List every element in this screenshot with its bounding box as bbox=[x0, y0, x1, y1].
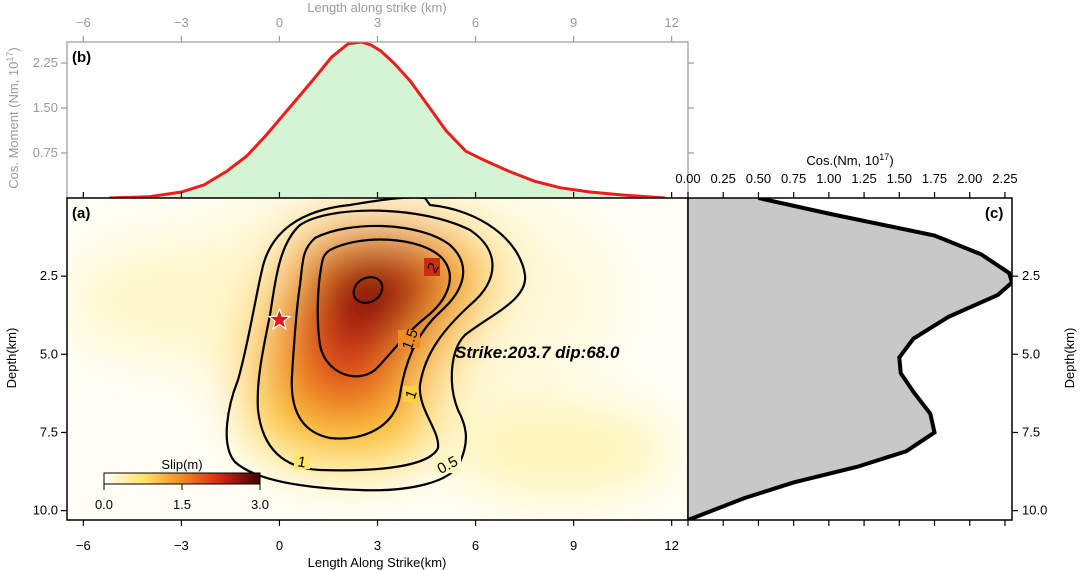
panel-a-x-tick-label: 3 bbox=[374, 538, 381, 553]
depth-moment-fill bbox=[688, 198, 1012, 520]
colorbar-tick-2: 3.0 bbox=[251, 497, 269, 512]
hypocenter-star bbox=[267, 307, 292, 331]
contour-1.5 bbox=[290, 224, 465, 440]
panel-b-x-tick-label: 6 bbox=[472, 15, 479, 30]
panel-c-tag: (c) bbox=[985, 205, 1003, 222]
panel-c-x-tick-label: 1.50 bbox=[887, 171, 912, 186]
panel-c-y-axis: 2.5 5.0 7.5 10.0 bbox=[1012, 268, 1047, 518]
panel-b-y-tick-label: 1.50 bbox=[33, 100, 58, 115]
panel-b-y-tick-label: 0.75 bbox=[33, 145, 58, 160]
panel-a: 2 1.5 1 1 0.5 Strike:203.7 dip:68.0 −6 −3… bbox=[4, 192, 689, 570]
panel-c: 0.00 0.25 0.50 0.75 1.00 1.25 1.50 1.75 2.00 2.25… bbox=[675, 152, 1077, 526]
panel-c-x-tick-label: 2.00 bbox=[957, 171, 982, 186]
panel-a-y-axis: 2.5 5.0 7.5 10.0 bbox=[33, 268, 67, 518]
slip-contours bbox=[225, 198, 527, 492]
panel-c-y-tick-label: 10.0 bbox=[1022, 503, 1047, 518]
moment-curve bbox=[109, 42, 666, 198]
colorbar-ramp bbox=[103, 472, 261, 485]
moment-area-fill bbox=[109, 42, 666, 198]
panel-b-y-label: Cos. Moment (Nm, 1017) bbox=[5, 47, 21, 189]
svg-text:1: 1 bbox=[296, 453, 307, 471]
contour-0.5 bbox=[225, 198, 527, 492]
strike-dip-annotation: Strike:203.7 dip:68.0 bbox=[455, 343, 620, 362]
panel-c-x-axis: 0.00 0.25 0.50 0.75 1.00 1.25 1.50 1.75 2.00 2.25 bbox=[675, 171, 1018, 526]
panel-b-x-axis: −6 −3 0 3 6 9 12 bbox=[76, 15, 679, 42]
colorbar-label: Slip(m) bbox=[161, 457, 202, 472]
panel-c-y-tick-label: 5.0 bbox=[1022, 346, 1040, 361]
panel-c-x-tick-label: 1.75 bbox=[922, 171, 947, 186]
panel-c-y-tick-label: 7.5 bbox=[1022, 424, 1040, 439]
panel-b-x-tick-label: 0 bbox=[276, 15, 283, 30]
panel-a-x-tick-label: 0 bbox=[276, 538, 283, 553]
contour-1 bbox=[256, 209, 494, 472]
panel-a-tag: (a) bbox=[72, 205, 90, 222]
contour-labels: 2 1.5 1 1 0.5 bbox=[294, 258, 461, 478]
panel-c-x-tick-label: 0.25 bbox=[711, 171, 736, 186]
panel-c-x-tick-label: 0.75 bbox=[781, 171, 806, 186]
panel-a-y-tick-label: 7.5 bbox=[40, 424, 58, 439]
panel-a-x-tick-label: 6 bbox=[472, 538, 479, 553]
panel-a-y-tick-label: 5.0 bbox=[40, 346, 58, 361]
panel-a-x-label: Length Along Strike(km) bbox=[308, 555, 447, 570]
panel-c-y-label: Depth(km) bbox=[1062, 328, 1077, 389]
panel-b-x-tick-label: 3 bbox=[374, 15, 381, 30]
slip-colorbar: Slip(m) 0.0 1.5 3.0 bbox=[95, 457, 269, 512]
panel-b-x-tick-label: −3 bbox=[174, 15, 189, 30]
panel-b-x-label: Length along strike (km) bbox=[307, 0, 446, 15]
panel-c-x-label: Cos.(Nm, 1017) bbox=[806, 152, 893, 168]
panel-c-x-tick-label: 0.00 bbox=[675, 171, 700, 186]
panel-c-x-tick-label: 0.50 bbox=[746, 171, 771, 186]
panel-a-x-tick-label: 9 bbox=[570, 538, 577, 553]
panel-c-frame bbox=[687, 197, 1013, 521]
panel-a-x-axis: −6 −3 0 3 6 9 12 bbox=[76, 192, 679, 553]
panel-b-y-axis: 0.75 1.50 2.25 bbox=[33, 55, 694, 160]
colorbar-tick-0: 0.0 bbox=[95, 497, 113, 512]
depth-moment-curve bbox=[688, 198, 1012, 520]
panel-b-tag: (b) bbox=[72, 49, 91, 66]
contour-2 bbox=[316, 238, 451, 378]
panel-a-y-tick-label: 10.0 bbox=[33, 503, 58, 518]
colorbar-tick-1: 1.5 bbox=[173, 497, 191, 512]
panel-b-x-tick-label: 12 bbox=[664, 15, 678, 30]
svg-text:1.5: 1.5 bbox=[399, 327, 422, 352]
panel-c-x-tick-label: 1.25 bbox=[851, 171, 876, 186]
panel-b: −6 −3 0 3 6 9 12 0.75 1.50 2.25 Length along str… bbox=[5, 0, 694, 199]
panel-a-x-tick-label: 12 bbox=[664, 538, 678, 553]
panel-c-y-tick-label: 2.5 bbox=[1022, 268, 1040, 283]
panel-a-x-tick-label: −3 bbox=[174, 538, 189, 553]
panel-c-x-tick-label: 2.25 bbox=[992, 171, 1017, 186]
panel-b-y-tick-label: 2.25 bbox=[33, 55, 58, 70]
panel-a-x-tick-label: −6 bbox=[76, 538, 91, 553]
panel-b-x-tick-label: −6 bbox=[76, 15, 91, 30]
panel-a-y-tick-label: 2.5 bbox=[40, 268, 58, 283]
panel-b-x-tick-label: 9 bbox=[570, 15, 577, 30]
contour-2.5 bbox=[352, 276, 384, 304]
panel-a-y-label: Depth(km) bbox=[4, 328, 19, 389]
panel-c-x-tick-label: 1.00 bbox=[816, 171, 841, 186]
